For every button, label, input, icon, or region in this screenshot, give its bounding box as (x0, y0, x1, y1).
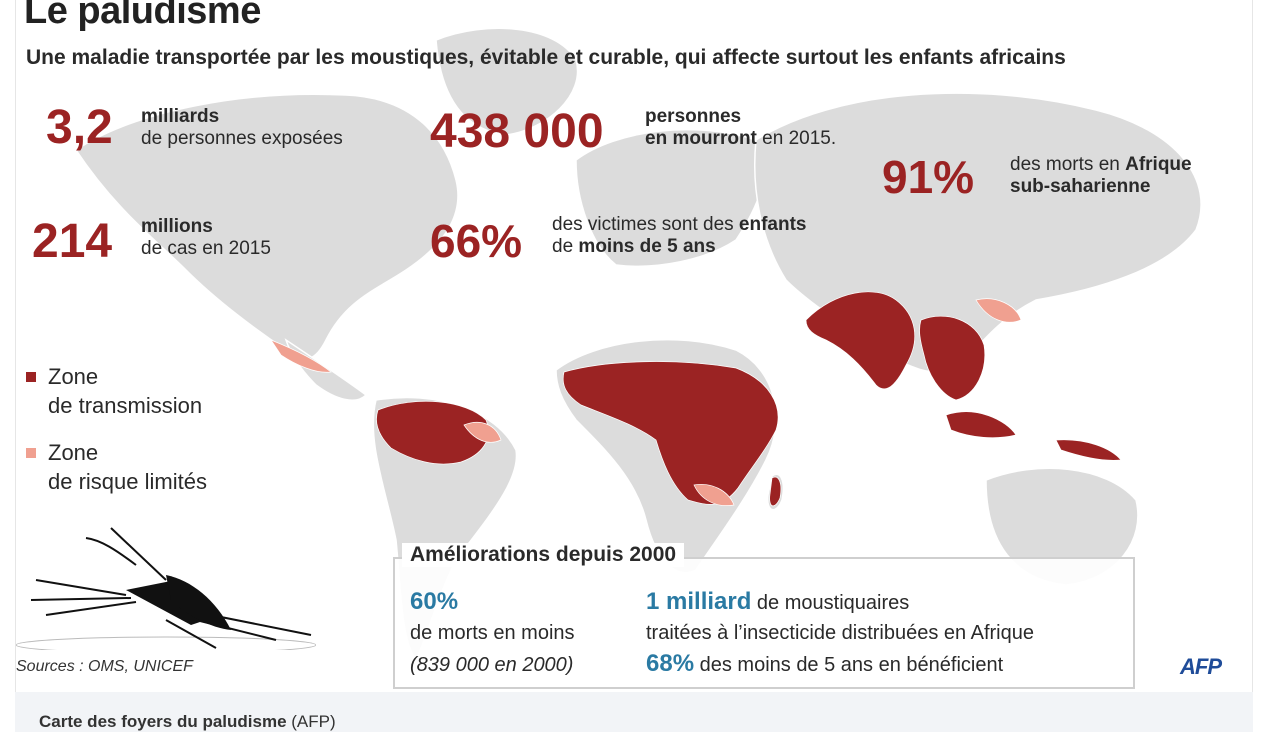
stat-cases-line2: de cas en 2015 (141, 238, 271, 259)
stat-exposed-line1: milliards (141, 106, 220, 127)
stat-children-line2-bold: moins de 5 ans (578, 236, 716, 257)
greenland-landmass (435, 27, 579, 136)
stat-exposed-line2: de personnes exposées (141, 128, 343, 149)
australia-landmass (985, 467, 1139, 586)
stat-africa: 91% des morts en Afrique sub-saharienne (882, 150, 1192, 204)
improvements-deaths-text: de morts en moins (410, 622, 575, 644)
stat-exposed-value: 3,2 (46, 101, 113, 154)
improvements-box (393, 557, 1135, 689)
stat-children-line1-rest: des victimes sont des (552, 214, 739, 235)
limited-risk-zone-mexico (270, 339, 332, 373)
improvements-nets-line2: traitées à l’insecticide distribuées en … (646, 622, 1034, 644)
improvements-nets-text: de moustiquaires (751, 592, 910, 614)
limited-risk-zone-southern-africa (693, 484, 735, 506)
transmission-zone-southeast-asia (919, 315, 986, 401)
stat-exposed: 3,2 milliards de personnes exposées (46, 100, 343, 155)
improvements-children-text: des moins de 5 ans en bénéficient (694, 654, 1004, 676)
stat-deaths-value: 438 000 (430, 105, 604, 158)
infographic: Le paludisme Une maladie transportée par… (15, 0, 1253, 692)
improvements-deaths-note: (839 000 en 2000) (410, 654, 574, 676)
stat-cases: 214 millions de cas en 2015 (32, 214, 271, 269)
legend-swatch-transmission (26, 372, 36, 382)
improvements-children: 68% des moins de 5 ans en bénéficient (646, 650, 1003, 678)
stat-africa-line1-rest: des morts en (1010, 154, 1126, 175)
improvements-nets: 1 milliard de moustiquaires (646, 588, 909, 616)
legend-transmission-line1: Zone (48, 364, 99, 389)
improvements-nets-value: 1 milliard (646, 588, 752, 615)
legend-transmission: Zone de transmission (48, 362, 202, 420)
transmission-zone-png (1055, 439, 1122, 461)
legend-limited: Zone de risque limités (48, 438, 207, 496)
stat-deaths-line2-bold: en mourront (645, 128, 757, 149)
stat-children-line1-bold: enfants (738, 214, 807, 235)
legend-swatch-limited (26, 448, 36, 458)
limited-risk-zone-brazil (463, 421, 502, 443)
figure-caption: Carte des foyers du paludisme (AFP) (39, 712, 336, 732)
world-map (74, 27, 1202, 662)
stat-africa-line1-bold: Afrique (1125, 154, 1192, 175)
mosquito-illustration (16, 527, 316, 650)
caption-title: Carte des foyers du paludisme (39, 712, 287, 731)
limited-risk-zone-china (975, 298, 1022, 323)
stat-deaths-line1: personnes (645, 106, 742, 127)
improvements-title: Améliorations depuis 2000 (402, 543, 685, 567)
page-title: Le paludisme (24, 0, 261, 32)
stat-children-line2-rest: de (552, 236, 579, 257)
legend-limited-line2: de risque limités (48, 469, 207, 494)
stat-africa-line2-bold: sub-saharienne (1010, 176, 1151, 197)
transmission-zone-africa (562, 361, 779, 505)
legend-limited-line1: Zone (48, 440, 99, 465)
caption-bar: Carte des foyers du paludisme (AFP) (15, 692, 1253, 732)
europe-landmass (575, 128, 765, 268)
stat-children: 66% des victimes sont des enfants de moi… (430, 214, 807, 268)
caption-credit: (AFP) (291, 712, 336, 731)
afp-logo: AFP (1180, 654, 1222, 679)
stat-deaths-line2-rest: en 2015. (756, 128, 837, 149)
north-america-landmass (74, 93, 459, 360)
page-subtitle: Une maladie transportée par les moustiqu… (26, 46, 1066, 69)
legend-transmission-line2: de transmission (48, 393, 203, 418)
stat-children-value: 66% (430, 215, 523, 267)
improvements-children-pct: 68% (646, 650, 695, 677)
stat-cases-line1: millions (141, 216, 213, 237)
sources-label: Sources : OMS, UNICEF (16, 658, 193, 675)
transmission-zone-indonesia (945, 411, 1017, 439)
improvements-deaths-pct: 60% (410, 588, 459, 615)
transmission-zone-madagascar (769, 476, 782, 507)
transmission-zone-south-asia (805, 291, 915, 390)
stat-deaths: 438 000 personnes en mourront en 2015. (430, 104, 836, 159)
stat-cases-value: 214 (32, 215, 113, 268)
stat-africa-value: 91% (882, 151, 975, 203)
transmission-zone-south-america (376, 400, 489, 465)
